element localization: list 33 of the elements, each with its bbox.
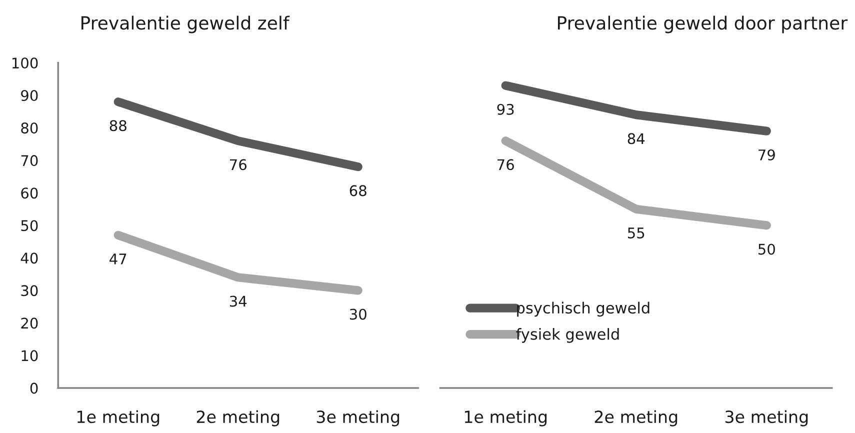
- data-label: 76: [498, 159, 514, 170]
- y-tick-label: 50: [21, 220, 38, 232]
- data-label: 55: [628, 228, 644, 238]
- data-label: 47: [110, 254, 126, 264]
- data-label: 84: [628, 133, 645, 144]
- x-tick-label: 2e meting: [594, 410, 678, 426]
- legend-label: fysiek geweld: [516, 328, 619, 343]
- x-tick-label: 3e meting: [316, 410, 400, 426]
- y-tick-label: 40: [20, 252, 38, 264]
- chart-title: Prevalentie geweld door partner: [558, 16, 848, 34]
- y-tick-label: 10: [22, 350, 38, 362]
- data-label: 50: [758, 244, 775, 255]
- chart-title: Prevalentie geweld zelf: [82, 16, 290, 34]
- x-tick-label: 1e meting: [464, 410, 547, 426]
- data-label: 88: [110, 120, 126, 132]
- x-tick-label: 2e meting: [196, 410, 280, 426]
- y-tick-label: 60: [21, 188, 38, 199]
- legend-label: psychisch geweld: [517, 302, 650, 317]
- data-label: 30: [350, 308, 366, 320]
- data-label: 79: [758, 149, 775, 160]
- y-tick-label: 90: [21, 90, 38, 102]
- data-label: 34: [230, 296, 247, 307]
- data-label: 68: [350, 185, 366, 196]
- data-label: 76: [230, 159, 246, 170]
- y-tick-label: 30: [21, 285, 38, 296]
- y-tick-label: 70: [21, 155, 38, 166]
- y-tick-label: 20: [21, 318, 38, 329]
- y-tick-label: 80: [21, 122, 38, 134]
- data-label: 93: [497, 104, 514, 115]
- x-tick-label: 1e meting: [77, 410, 160, 426]
- x-tick-label: 3e meting: [725, 410, 808, 426]
- y-tick-label: 100: [12, 58, 38, 69]
- y-tick-label: 0: [30, 382, 38, 394]
